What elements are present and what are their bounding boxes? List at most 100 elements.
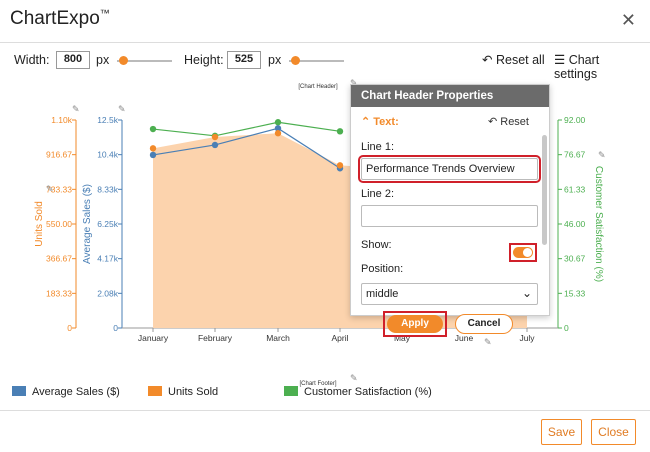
customer-satisfaction-point: [274, 119, 282, 126]
pencil-icon: ✎: [350, 374, 358, 384]
tick-label: 61.33: [564, 184, 586, 194]
line1-label: Line 1:: [361, 141, 395, 153]
pencil-icon: ✎: [46, 185, 54, 195]
axis-title: Customer Satisfaction (%): [593, 166, 604, 282]
pencil-icon: ✎: [484, 338, 492, 348]
divider: [0, 42, 650, 43]
x-tick-label: July: [519, 333, 535, 343]
tick-label: 6.25k: [97, 219, 119, 229]
tick-label: 92.00: [564, 115, 586, 125]
divider: [0, 410, 650, 411]
height-label: Height:: [184, 53, 224, 67]
customer-satisfaction-point: [149, 125, 157, 133]
line2-input[interactable]: [361, 205, 538, 227]
tick-label: 916.67: [46, 150, 72, 160]
tick-label: 30.67: [564, 254, 586, 264]
tick-label: 183.33: [46, 288, 72, 298]
undo-icon: ↶: [487, 116, 498, 128]
legend-swatch: [148, 386, 162, 396]
tick-label: 4.17k: [97, 254, 119, 264]
panel-title: Chart Header Properties: [351, 85, 549, 107]
tick-label: 2.08k: [97, 288, 119, 298]
legend-item-customer-satisfaction[interactable]: Customer Satisfaction (%): [284, 386, 432, 398]
average-sales-point: [274, 125, 282, 132]
tick-label: 15.33: [564, 288, 586, 298]
line2-label: Line 2:: [361, 188, 395, 200]
x-tick-label: February: [198, 333, 233, 343]
chevron-up-icon: ⌃: [361, 116, 371, 128]
legend-item-units-sold[interactable]: Units Sold: [148, 386, 218, 398]
height-slider[interactable]: [289, 56, 344, 65]
panel-scrollbar[interactable]: [542, 135, 547, 245]
tick-label: 10.4k: [97, 150, 119, 160]
tick-label: 550.00: [46, 219, 72, 229]
pencil-icon: ✎: [72, 105, 80, 115]
units-sold-point: [149, 145, 157, 152]
chart-footer-tag: [Chart Footer]: [299, 381, 336, 387]
position-label: Position:: [361, 263, 404, 275]
x-tick-label: March: [266, 333, 290, 343]
legend-swatch: [284, 386, 298, 396]
average-sales-point: [149, 151, 157, 159]
app-title: ChartExpo™: [10, 8, 110, 29]
x-tick-label: April: [331, 333, 348, 343]
close-icon[interactable]: ✕: [620, 10, 636, 30]
units-sold-point: [274, 130, 282, 137]
pencil-icon: ✎: [598, 151, 606, 161]
show-toggle[interactable]: [513, 247, 533, 258]
units-sold-point: [336, 162, 344, 169]
average-sales-line: [152, 127, 341, 169]
width-slider[interactable]: [117, 56, 172, 65]
tick-label: 76.67: [564, 150, 586, 160]
show-label: Show:: [361, 239, 392, 251]
chevron-down-icon: ⌄: [521, 286, 532, 300]
cancel-button[interactable]: Cancel: [455, 314, 513, 334]
text-section-toggle[interactable]: ⌃ Text:: [361, 116, 399, 128]
units-sold-point: [211, 133, 219, 141]
tick-label: 0: [564, 323, 569, 333]
chart-header-tag: [Chart Header]: [298, 84, 338, 90]
apply-button[interactable]: Apply: [387, 315, 443, 333]
axis-title: Units Sold: [34, 201, 45, 247]
height-slider-handle[interactable]: [291, 56, 300, 65]
toolbar: Width: 800 px Height: 525 px ↶ Reset all…: [12, 50, 640, 81]
width-unit: px: [96, 53, 110, 67]
tick-label: 46.00: [564, 219, 586, 229]
tick-label: 0: [113, 323, 118, 333]
x-tick-label: June: [455, 333, 474, 343]
tick-label: 733.33: [46, 184, 72, 194]
apply-highlight: Apply: [383, 311, 447, 337]
x-tick-label: January: [138, 333, 169, 343]
tick-label: 8.33k: [97, 184, 119, 194]
tick-label: 12.5k: [97, 115, 119, 125]
save-button[interactable]: Save: [541, 419, 582, 445]
average-sales-point: [211, 141, 219, 149]
legend-item-average-sales[interactable]: Average Sales ($): [12, 386, 120, 398]
position-select[interactable]: middle ⌄: [361, 283, 538, 305]
tick-label: 366.67: [46, 254, 72, 264]
settings-icon: ☰: [554, 53, 566, 67]
reset-all-button[interactable]: ↶ Reset all: [482, 53, 545, 67]
x-tick-label: May: [394, 333, 411, 343]
customer-satisfaction-point: [336, 128, 344, 135]
width-label: Width:: [14, 53, 50, 67]
show-toggle-highlight: [509, 243, 537, 262]
chart-header-properties-panel: Chart Header Properties ⌃ Text: ↶ Reset …: [350, 84, 550, 337]
axis-title: Average Sales ($): [82, 184, 93, 264]
width-input[interactable]: 800: [56, 51, 90, 69]
height-input[interactable]: 525: [227, 51, 261, 69]
customer-satisfaction-line: [152, 121, 341, 137]
undo-icon: ↶: [482, 53, 493, 67]
close-button[interactable]: Close: [591, 419, 636, 445]
line1-input[interactable]: Performance Trends Overview: [358, 155, 541, 183]
reset-button[interactable]: ↶ Reset: [487, 116, 529, 128]
chart-area: 0 183.33 366.67 550.00 733.33 916.67 1.10k Unit…: [0, 78, 650, 408]
combo-chart: 0 183.33 366.67 550.00 733.33 916.67 1.10k Unit…: [34, 79, 606, 387]
tick-label: 0: [67, 323, 72, 333]
height-unit: px: [268, 53, 282, 67]
pencil-icon: ✎: [118, 105, 126, 115]
tick-label: 1.10k: [51, 115, 73, 125]
chart-settings-button[interactable]: ☰ Chart settings: [554, 53, 600, 81]
legend-swatch: [12, 386, 26, 396]
width-slider-handle[interactable]: [119, 56, 128, 65]
